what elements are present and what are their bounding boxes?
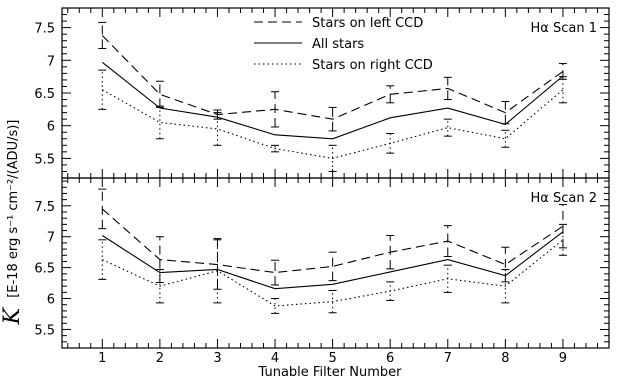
x-tick-label: 6 (386, 351, 394, 366)
series-dashed (98, 21, 567, 132)
x-tick-label: 1 (98, 351, 106, 366)
y-tick-label: 7 (47, 231, 55, 246)
x-axis-label: Tunable Filter Number (258, 365, 403, 380)
y-tick-label: 5.5 (34, 152, 55, 167)
series-line (102, 89, 564, 159)
legend-entry: Stars on left CCD (254, 16, 423, 31)
y-tick-label: 6 (47, 120, 55, 135)
panel-1: 5.5 6 6.5 7 7.5 Hα Scan 1 (34, 7, 610, 179)
panels: 5.5 6 6.5 7 7.5 Hα Scan 1 5.5 6 6.5 7 7.5 Hα Scan 2 (34, 7, 610, 349)
series-line (102, 231, 564, 290)
x-tick-label: 5 (328, 351, 336, 366)
x-tick-label: 9 (559, 351, 567, 366)
series-solid (101, 61, 564, 140)
series-dotted (98, 223, 567, 314)
panel-title: Hα Scan 1 (531, 21, 598, 36)
y-tick-label: 7.5 (34, 22, 55, 37)
panel-frame (61, 7, 610, 179)
legend-entry: All stars (254, 37, 364, 52)
series-solid (102, 231, 564, 290)
y-tick-label: 6.5 (34, 262, 55, 277)
legend-entry: Stars on right CCD (254, 58, 433, 73)
y-axis-label: K [E-18 erg s⁻¹ cm⁻²/(ADU/s)] (0, 120, 25, 326)
panel-2: 5.5 6 6.5 7 7.5 Hα Scan 2 (34, 177, 610, 349)
svg-text:K [E-18 erg s⁻¹ cm⁻²/(AD: K [E-18 erg s⁻¹ cm⁻²/(ADU/s)] (0, 120, 25, 326)
series-line (101, 61, 564, 140)
x-tick-label: 8 (501, 351, 509, 366)
series-line (101, 35, 564, 120)
y-tick-label: 5.5 (34, 323, 55, 338)
panel-frame (61, 177, 610, 349)
x-tick-label: 2 (156, 351, 164, 366)
x-tick-label: 7 (444, 351, 452, 366)
series-dashed (98, 188, 567, 290)
y-tick-label: 6 (47, 293, 55, 308)
legend-label: Stars on left CCD (312, 16, 423, 31)
series-line (102, 239, 564, 307)
y-axis-symbol: K (0, 306, 25, 325)
x-tick-label: 3 (213, 351, 221, 366)
legend-label: Stars on right CCD (312, 58, 433, 73)
x-axis: 1 2 3 4 5 6 7 8 9 (98, 351, 567, 366)
series-line (101, 208, 564, 274)
series-dotted (98, 69, 567, 172)
y-axis-units: [E-18 erg s⁻¹ cm⁻²/(ADU/s)] (6, 120, 21, 298)
panel-title: Hα Scan 2 (531, 191, 598, 206)
y-tick-label: 7.5 (34, 200, 55, 215)
x-tick-label: 4 (271, 351, 279, 366)
legend: Stars on left CCD All stars Stars on right… (254, 16, 433, 73)
legend-label: All stars (312, 37, 364, 52)
y-tick-label: 6.5 (34, 87, 55, 102)
y-tick-label: 7 (47, 54, 55, 69)
